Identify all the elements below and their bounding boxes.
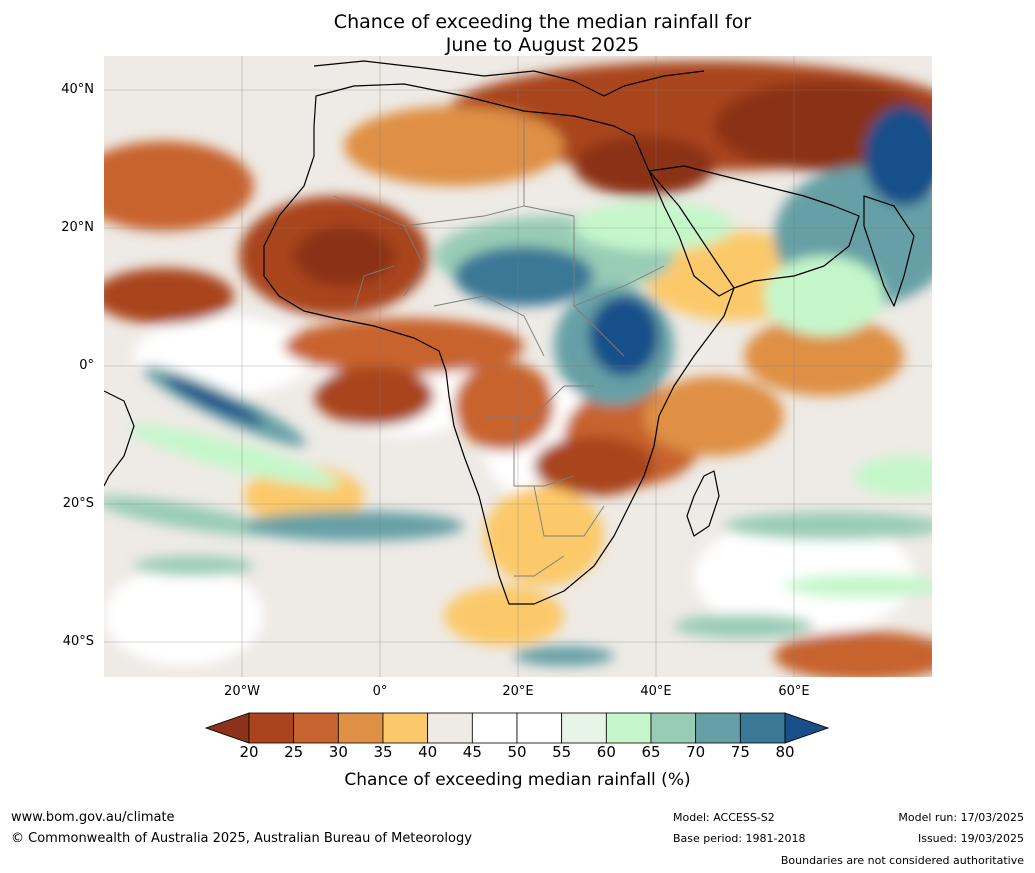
africa-coastline	[263, 83, 735, 605]
colorbar-bin	[471, 712, 518, 744]
colorbar-bin	[605, 712, 652, 744]
lat-label-20s: 20°S	[62, 496, 94, 511]
lat-label-equator: 0°	[79, 358, 94, 373]
colorbar-bin	[427, 712, 473, 744]
colorbar-bin	[516, 712, 563, 744]
colorbar-bin	[382, 712, 429, 744]
lat-label-20n: 20°N	[61, 220, 94, 235]
coastlines	[104, 60, 915, 605]
madagascar-coastline	[686, 470, 720, 537]
colorbar-tick-label: 60	[596, 743, 616, 761]
colorbar-tick-label: 70	[686, 743, 706, 761]
boundaries-disclaimer: Boundaries are not considered authoritat…	[780, 854, 1024, 867]
colorbar-bin	[293, 712, 339, 744]
colorbar-tick-label: 40	[418, 743, 438, 761]
copyright-notice: © Commonwealth of Australia 2025, Austra…	[11, 831, 472, 846]
colorbar-tick-label: 35	[373, 743, 393, 761]
lon-label-40e: 40°E	[640, 684, 672, 699]
colorbar-tick-label: 50	[507, 743, 527, 761]
base-period: Base period: 1981-2018	[673, 832, 806, 845]
country-borders	[333, 116, 665, 577]
map-title: Chance of exceeding the median rainfall …	[333, 11, 752, 33]
map-subtitle: June to August 2025	[445, 34, 640, 56]
colorbar-tick-label: 65	[641, 743, 661, 761]
rainfall-probability-map	[104, 56, 932, 677]
colorbar-tick-label: 30	[328, 743, 348, 761]
graticule	[104, 56, 932, 677]
india-coastline	[863, 195, 915, 307]
lon-label-60e: 60°E	[778, 684, 810, 699]
site-link[interactable]: www.bom.gov.au/climate	[11, 810, 175, 825]
colorbar-tick-label: 55	[552, 743, 572, 761]
colorbar-label: Chance of exceeding median rainfall (%)	[344, 770, 691, 790]
colorbar-bin	[739, 712, 786, 744]
map-canvas	[104, 56, 932, 677]
rainfall-field	[104, 61, 932, 677]
europe-coastline	[313, 60, 705, 97]
model-name: Model: ACCESS-S2	[673, 811, 775, 824]
colorbar-tick-label: 45	[462, 743, 482, 761]
colorbar-low-arrow	[205, 712, 250, 744]
lon-label-20e: 20°E	[502, 684, 534, 699]
lat-label-40n: 40°N	[61, 82, 94, 97]
colorbar-bin	[337, 712, 384, 744]
model-run-date: Model run: 17/03/2025	[898, 811, 1024, 824]
south-america-coastline	[104, 390, 135, 487]
lon-label-0: 0°	[372, 684, 388, 699]
colorbar-tick-label: 80	[775, 743, 795, 761]
colorbar-tick-label: 20	[239, 743, 259, 761]
lon-label-20w: 20°W	[224, 684, 260, 699]
colorbar-high-arrow	[784, 712, 829, 744]
colorbar-bin	[695, 712, 741, 744]
colorbar-bin	[248, 712, 295, 744]
issued-date: Issued: 19/03/2025	[917, 832, 1024, 845]
colorbar-bin	[561, 712, 607, 744]
colorbar-tick-label: 25	[284, 743, 304, 761]
colorbar	[205, 712, 829, 744]
colorbar-tick-label: 75	[730, 743, 750, 761]
arabian-coastline	[648, 165, 860, 289]
colorbar-bin	[650, 712, 697, 744]
lat-label-40s: 40°S	[62, 634, 94, 649]
